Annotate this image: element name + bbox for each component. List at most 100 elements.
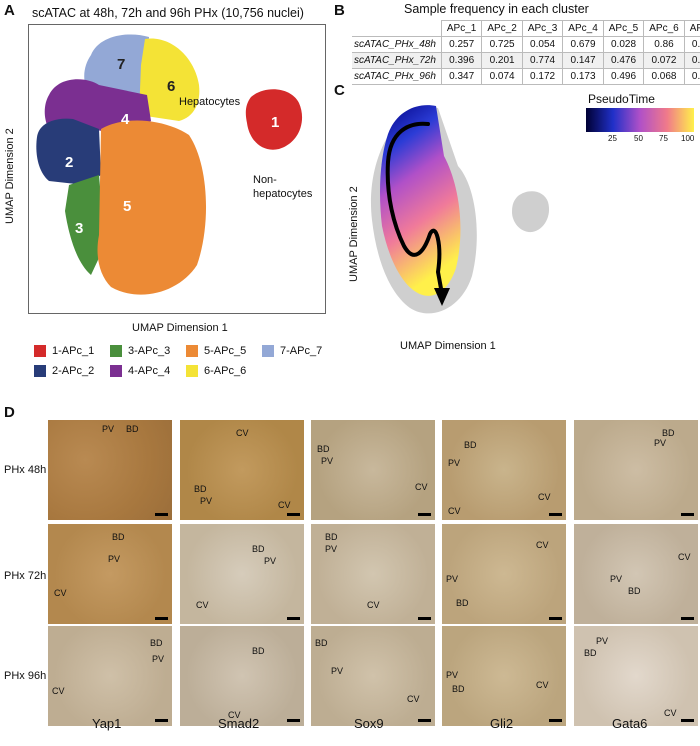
vessel-label: PV — [654, 438, 667, 448]
frequency-table: APc_1 APc_2 APc_3 APc_4 APc_5 APc_6 APc_… — [352, 20, 700, 85]
vessel-label: PV — [331, 666, 344, 676]
legend-item: 2-APc_2 — [34, 365, 96, 377]
vessel-label: CV — [278, 500, 291, 510]
scale-bar — [681, 719, 694, 722]
table-cell: 0.173 — [562, 68, 604, 85]
table-cell: 0.679 — [562, 36, 604, 53]
vessel-label: CV — [228, 710, 241, 720]
histology-image-gata6-96h: PV BD CV — [574, 626, 698, 726]
colorbar-tick: 75 — [659, 134, 668, 143]
table-cell: 0.028 — [602, 36, 645, 53]
scale-bar — [418, 617, 431, 620]
scale-bar — [287, 617, 300, 620]
legend-item: 1-APc_1 — [34, 345, 96, 357]
colorbar-title: PseudoTime — [588, 92, 655, 106]
table-column-header: APc_6 — [643, 20, 685, 37]
histology-image-yap1-48h: PV BD — [48, 420, 172, 520]
vessel-label: CV — [196, 600, 209, 610]
legend-label: 7-APc_7 — [280, 345, 323, 357]
table-cell: 0.257 — [440, 36, 483, 53]
column-label-smad2: Smad2 — [218, 716, 260, 731]
vessel-label: PV — [325, 544, 338, 554]
colorbar-tick: 50 — [634, 134, 643, 143]
panel-a-xlabel: UMAP Dimension 1 — [132, 322, 228, 334]
table-row: scATAC_PHx_48h 0.257 0.725 0.054 0.679 0… — [352, 36, 700, 53]
cluster-legend: 1-APc_1 3-APc_3 5-APc_5 7-APc_7 2-APc_2 … — [34, 345, 324, 377]
column-label-yap1: Yap1 — [92, 716, 122, 731]
vessel-label: BD — [112, 532, 125, 542]
vessel-label: CV — [448, 506, 461, 516]
table-column-header: APc_7 — [683, 20, 700, 37]
cluster-7-region — [84, 34, 149, 95]
table-row: scATAC_PHx_96h 0.347 0.074 0.172 0.173 0… — [352, 68, 700, 85]
vessel-label: PV — [446, 670, 459, 680]
vessel-label: PV — [108, 554, 121, 564]
cluster-3-region — [65, 175, 105, 275]
table-cell: 0.774 — [521, 52, 564, 69]
vessel-label: CV — [407, 694, 420, 704]
vessel-label: BD — [628, 586, 641, 596]
cluster-2-region — [36, 118, 102, 185]
panel-a-plot-frame: 1 2 3 4 5 6 7 Hepatocytes Non- hepatocyt… — [28, 24, 326, 314]
cluster-1-region — [245, 89, 303, 150]
vessel-label: CV — [52, 686, 65, 696]
table-cell: 0.074 — [481, 68, 523, 85]
histology-image-gli2-72h: CV PV BD — [442, 524, 566, 624]
histology-image-gli2-96h: PV BD CV — [442, 626, 566, 726]
vessel-label: CV — [367, 600, 380, 610]
scale-bar — [681, 513, 694, 516]
histology-image-gata6-48h: BD PV — [574, 420, 698, 520]
vessel-label: PV — [102, 424, 115, 434]
vessel-label: CV — [538, 492, 551, 502]
cluster-label-1: 1 — [271, 114, 279, 131]
legend-label: 6-APc_6 — [204, 365, 247, 377]
cluster-label-7: 7 — [117, 56, 125, 73]
panel-letter-d: D — [4, 404, 15, 421]
colorbar — [586, 108, 694, 132]
vessel-label: PV — [200, 496, 213, 506]
table-cell: 0.908 — [683, 36, 700, 53]
legend-swatch — [262, 345, 274, 357]
vessel-label: BD — [126, 424, 139, 434]
column-label-sox9: Sox9 — [354, 716, 384, 731]
umap-plot-a: 1 2 3 4 5 6 7 Hepatocytes Non- hepatocyt… — [36, 34, 313, 295]
trajectory-path — [385, 121, 444, 296]
cluster-6-region — [139, 38, 200, 121]
cluster-label-3: 3 — [75, 220, 83, 237]
legend-swatch — [186, 365, 198, 377]
vessel-label: PV — [152, 654, 165, 664]
cluster-5-region — [97, 120, 207, 295]
vessel-label: CV — [536, 540, 549, 550]
vessel-label: BD — [194, 484, 207, 494]
vessel-label: BD — [452, 684, 465, 694]
vessel-label: CV — [536, 680, 549, 690]
histology-image-sox9-96h: BD PV CV — [311, 626, 435, 726]
table-column-header: APc_1 — [440, 20, 483, 37]
vessel-label: BD — [662, 428, 675, 438]
vessel-label: PV — [596, 636, 609, 646]
panel-letter-c: C — [334, 82, 345, 99]
colorbar-tick: 100 — [681, 134, 695, 143]
column-label-gata6: Gata6 — [612, 716, 648, 731]
panel-c-xlabel: UMAP Dimension 1 — [400, 340, 496, 352]
legend-label: 3-APc_3 — [128, 345, 171, 357]
table-cell: 0.054 — [521, 36, 564, 53]
legend-swatch — [110, 345, 122, 357]
legend-swatch — [34, 365, 46, 377]
table-header-row: APc_1 APc_2 APc_3 APc_4 APc_5 APc_6 APc_… — [352, 20, 700, 37]
panel-letter-b: B — [334, 2, 345, 19]
table-cell: 0.068 — [643, 68, 685, 85]
histology-image-smad2-72h: BD PV CV — [180, 524, 304, 624]
panel-a-title: scATAC at 48h, 72h and 96h PHx (10,756 n… — [32, 6, 304, 20]
row-label-48h: PHx 48h — [4, 464, 47, 476]
table-column-header: APc_4 — [562, 20, 604, 37]
legend-item: 3-APc_3 — [110, 345, 172, 357]
histology-image-yap1-72h: BD PV CV — [48, 524, 172, 624]
histology-image-smad2-48h: CV BD PV CV — [180, 420, 304, 520]
table-cell: 0.023 — [683, 52, 700, 69]
panel-letter-a: A — [4, 2, 15, 19]
vessel-label: CV — [236, 428, 249, 438]
table-cell: 0.147 — [562, 52, 604, 69]
table-cell: 0.496 — [602, 68, 645, 85]
table-cell: 0.172 — [521, 68, 564, 85]
